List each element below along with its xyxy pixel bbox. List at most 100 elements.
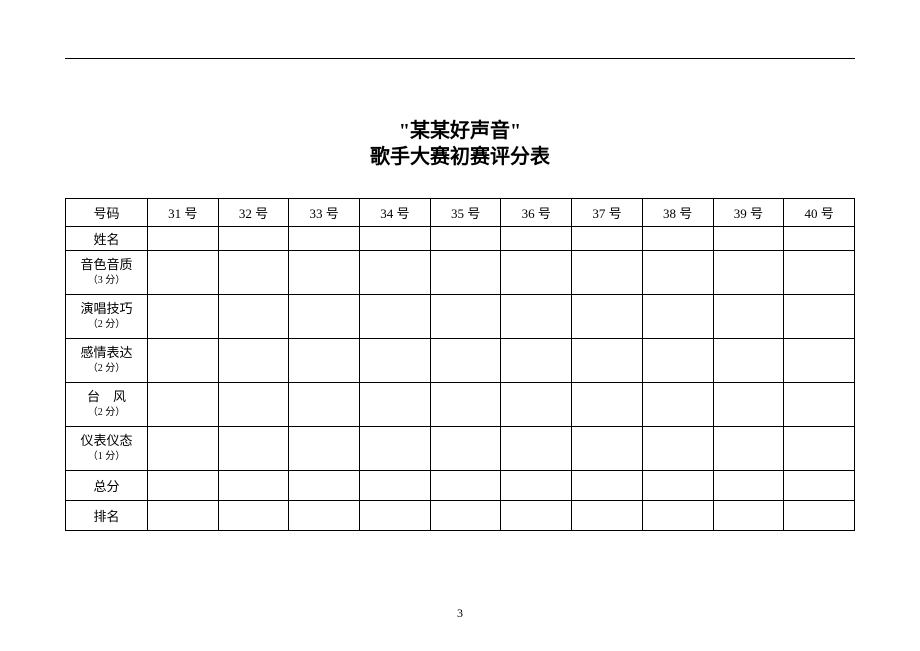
cell	[572, 251, 643, 295]
page-number: 3	[0, 606, 920, 621]
table-row: 姓名	[66, 227, 855, 251]
row-label: 音色音质 （3 分）	[66, 251, 148, 295]
cell	[572, 339, 643, 383]
cell	[218, 471, 289, 501]
cell	[784, 339, 855, 383]
cell	[360, 227, 431, 251]
cell	[784, 251, 855, 295]
cell	[289, 295, 360, 339]
title-line-1: "某某好声音"	[0, 118, 920, 144]
cell	[572, 501, 643, 531]
cell	[360, 339, 431, 383]
cell	[501, 427, 572, 471]
cell	[147, 427, 218, 471]
row-label: 演唱技巧 （2 分）	[66, 295, 148, 339]
cell	[713, 251, 784, 295]
cell	[147, 501, 218, 531]
cell	[147, 471, 218, 501]
cell	[430, 471, 501, 501]
cell	[784, 383, 855, 427]
col-header: 31 号	[147, 199, 218, 227]
table-row: 总分	[66, 471, 855, 501]
cell	[642, 339, 713, 383]
table-row: 感情表达 （2 分）	[66, 339, 855, 383]
cell	[713, 339, 784, 383]
cell	[430, 227, 501, 251]
cell	[289, 501, 360, 531]
cell	[289, 427, 360, 471]
cell	[218, 383, 289, 427]
cell	[289, 339, 360, 383]
cell	[360, 501, 431, 531]
cell	[713, 227, 784, 251]
cell	[642, 383, 713, 427]
cell	[289, 251, 360, 295]
cell	[713, 471, 784, 501]
cell	[430, 427, 501, 471]
cell	[642, 295, 713, 339]
cell	[360, 383, 431, 427]
cell	[430, 383, 501, 427]
cell	[642, 227, 713, 251]
row-label: 姓名	[66, 227, 148, 251]
cell	[501, 295, 572, 339]
cell	[430, 295, 501, 339]
cell	[784, 427, 855, 471]
table-row: 仪表仪态 （1 分）	[66, 427, 855, 471]
cell	[360, 251, 431, 295]
cell	[713, 383, 784, 427]
cell	[713, 427, 784, 471]
cell	[572, 383, 643, 427]
cell	[784, 501, 855, 531]
cell	[147, 227, 218, 251]
cell	[289, 383, 360, 427]
cell	[147, 251, 218, 295]
row-label: 感情表达 （2 分）	[66, 339, 148, 383]
cell	[784, 295, 855, 339]
score-table: 号码 31 号 32 号 33 号 34 号 35 号 36 号 37 号 38…	[65, 198, 855, 531]
cell	[501, 501, 572, 531]
cell	[572, 295, 643, 339]
row-label-main: 感情表达	[66, 345, 147, 361]
cell	[218, 295, 289, 339]
col-header: 34 号	[360, 199, 431, 227]
table-row: 音色音质 （3 分）	[66, 251, 855, 295]
cell	[572, 427, 643, 471]
cell	[218, 227, 289, 251]
cell	[784, 471, 855, 501]
cell	[501, 251, 572, 295]
row-label: 仪表仪态 （1 分）	[66, 427, 148, 471]
cell	[147, 339, 218, 383]
table-row: 排名	[66, 501, 855, 531]
row-label-sub: （2 分）	[66, 361, 147, 377]
cell	[713, 295, 784, 339]
header-row: 号码 31 号 32 号 33 号 34 号 35 号 36 号 37 号 38…	[66, 199, 855, 227]
cell	[218, 339, 289, 383]
cell	[360, 427, 431, 471]
cell	[289, 471, 360, 501]
table-row: 台 风 （2 分）	[66, 383, 855, 427]
cell	[572, 471, 643, 501]
col-header: 40 号	[784, 199, 855, 227]
header-label-cell: 号码	[66, 199, 148, 227]
row-label-main: 音色音质	[66, 257, 147, 273]
row-label-sub: （2 分）	[66, 317, 147, 333]
row-label: 总分	[66, 471, 148, 501]
row-label-sub: （2 分）	[66, 405, 147, 421]
row-label: 排名	[66, 501, 148, 531]
cell	[713, 501, 784, 531]
col-header: 38 号	[642, 199, 713, 227]
cell	[147, 383, 218, 427]
row-label-main: 演唱技巧	[66, 301, 147, 317]
cell	[430, 501, 501, 531]
cell	[642, 471, 713, 501]
cell	[218, 251, 289, 295]
title-block: "某某好声音" 歌手大赛初赛评分表	[0, 0, 920, 170]
cell	[430, 251, 501, 295]
cell	[360, 295, 431, 339]
cell	[289, 227, 360, 251]
cell	[218, 501, 289, 531]
col-header: 33 号	[289, 199, 360, 227]
cell	[147, 295, 218, 339]
cell	[572, 227, 643, 251]
